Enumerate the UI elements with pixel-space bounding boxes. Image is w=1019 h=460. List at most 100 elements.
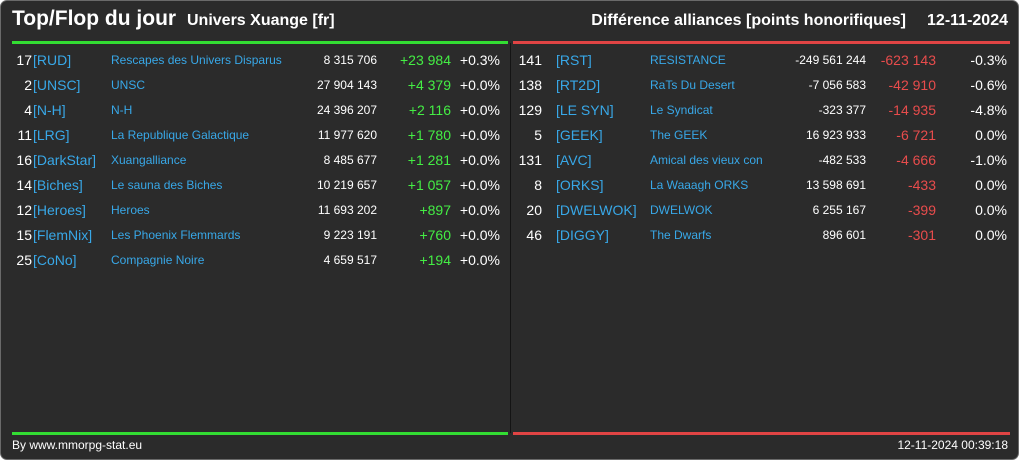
alliance-name[interactable]: Le sauna des Biches	[111, 178, 223, 192]
alliance-percent-change: -1.0%	[970, 152, 1007, 168]
alliance-tag[interactable]: [LRG]	[33, 127, 70, 143]
ranking-subtitle: Différence alliances [points honorifique…	[591, 12, 906, 29]
alliance-point-difference: +194	[419, 252, 451, 268]
alliance-name[interactable]: RESISTANCE	[650, 53, 726, 67]
alliance-tag[interactable]: [LE SYN]	[556, 102, 614, 118]
alliance-point-difference: -14 935	[888, 102, 936, 118]
alliance-point-difference: -433	[907, 177, 936, 193]
alliance-name[interactable]: Le Syndicat	[650, 103, 713, 117]
alliance-name[interactable]: Les Phoenix Flemmards	[111, 228, 241, 242]
alliance-name[interactable]: Amical des vieux con	[650, 153, 763, 167]
top-footer-bar	[12, 432, 508, 435]
alliance-tag[interactable]: [ORKS]	[556, 177, 604, 193]
alliance-points: 13 598 691	[805, 178, 866, 192]
alliance-percent-change: +0.0%	[459, 127, 500, 143]
top-alliance-row: 11 [LRG] La Republique Galactique 11 977 62…	[1, 123, 501, 148]
top-alliance-row: 14 [Biches] Le sauna des Biches 10 219 657 +…	[1, 173, 501, 198]
alliance-name[interactable]: La Waaagh ORKS	[650, 178, 749, 192]
alliance-rank: 8	[534, 177, 542, 193]
alliance-tag[interactable]: [RST]	[556, 52, 592, 68]
alliance-name[interactable]: UNSC	[111, 78, 146, 92]
alliance-tag[interactable]: [DarkStar]	[33, 152, 97, 168]
alliance-tag[interactable]: [Heroes]	[33, 202, 86, 218]
alliance-points: 6 255 167	[812, 203, 866, 217]
alliance-rank: 17	[16, 52, 32, 68]
alliance-point-difference: +2 116	[408, 102, 451, 118]
alliance-name[interactable]: DWELWOK	[650, 203, 713, 217]
top-alliance-row: 17 [RUD] Rescapes des Univers Disparus 8 31…	[1, 48, 501, 73]
alliance-tag[interactable]: [AVC]	[556, 152, 592, 168]
alliance-percent-change: 0.0%	[975, 177, 1007, 193]
top-alliance-row: 16 [DarkStar] Xuangalliance 8 485 677 +1 281…	[1, 148, 501, 173]
alliance-points: 24 396 207	[316, 103, 377, 117]
flop-alliance-row: 46 [DIGGY] The Dwarfs 896 601 -301 0.0%	[510, 223, 1010, 248]
alliance-rank: 5	[534, 127, 542, 143]
alliance-tag[interactable]: [RUD]	[33, 52, 72, 68]
alliance-points: 896 601	[822, 228, 866, 242]
alliance-points: 11 693 202	[317, 203, 377, 217]
alliance-tag[interactable]: [DIGGY]	[556, 227, 609, 243]
alliance-percent-change: +0.3%	[459, 52, 500, 68]
alliance-name[interactable]: Rescapes des Univers Disparus	[111, 53, 282, 67]
alliance-percent-change: +0.0%	[459, 202, 500, 218]
alliance-points: -249 561 244	[795, 53, 866, 67]
source-credit: By www.mmorpg-stat.eu	[12, 438, 143, 452]
alliance-name[interactable]: RaTs Du Desert	[650, 78, 735, 92]
top-separator-bar	[12, 41, 508, 44]
alliance-name[interactable]: Heroes	[111, 203, 150, 217]
top-alliance-row: 25 [CoNo] Compagnie Noire 4 659 517 +194 +0.0…	[1, 248, 501, 273]
alliance-tag[interactable]: [UNSC]	[33, 77, 81, 93]
alliance-point-difference: -399	[907, 202, 936, 218]
alliance-tag[interactable]: [RT2D]	[556, 77, 601, 93]
alliance-points: 4 659 517	[323, 253, 377, 267]
alliance-name[interactable]: Compagnie Noire	[111, 253, 205, 267]
alliance-rank: 4	[24, 102, 32, 118]
alliance-rank: 25	[16, 252, 32, 268]
alliance-point-difference: +1 281	[407, 152, 451, 168]
alliance-percent-change: +0.0%	[459, 252, 500, 268]
alliance-percent-change: +0.0%	[459, 152, 500, 168]
alliance-points: -7 056 583	[808, 78, 866, 92]
flop-alliance-row: 20 [DWELWOK] DWELWOK 6 255 167 -399 0.0%	[510, 198, 1010, 223]
alliance-points: 27 904 143	[316, 78, 377, 92]
alliance-name[interactable]: N-H	[111, 103, 133, 117]
alliance-point-difference: +1 057	[407, 177, 451, 193]
alliance-percent-change: -4.8%	[970, 102, 1007, 118]
alliance-rank: 129	[518, 102, 542, 118]
alliance-tag[interactable]: [CoNo]	[33, 252, 77, 268]
alliance-tag[interactable]: [FlemNix]	[33, 227, 93, 243]
alliance-points: 16 923 933	[805, 128, 866, 142]
flop-alliance-row: 5 [GEEK] The GEEK 16 923 933 -6 721 0.0%	[510, 123, 1010, 148]
alliance-point-difference: -4 666	[896, 152, 936, 168]
alliance-name[interactable]: The Dwarfs	[650, 228, 712, 242]
alliance-percent-change: +0.0%	[459, 77, 500, 93]
alliance-percent-change: +0.0%	[459, 102, 500, 118]
top-alliance-row: 15 [FlemNix] Les Phoenix Flemmards 9 223 19…	[1, 223, 501, 248]
alliance-points: 8 315 706	[323, 53, 377, 67]
alliance-rank: 131	[518, 152, 542, 168]
alliance-points: 9 223 191	[323, 228, 377, 242]
alliance-tag[interactable]: [Biches]	[33, 177, 83, 193]
alliance-tag[interactable]: [N-H]	[33, 102, 66, 118]
generated-timestamp: 12-11-2024 00:39:18	[897, 438, 1008, 452]
alliance-rank: 138	[518, 77, 542, 93]
alliance-points: 10 219 657	[316, 178, 377, 192]
alliance-tag[interactable]: [DWELWOK]	[556, 202, 637, 218]
alliance-point-difference: +760	[419, 227, 451, 243]
alliance-point-difference: -301	[907, 227, 936, 243]
alliance-percent-change: 0.0%	[975, 202, 1007, 218]
alliance-point-difference: -6 721	[896, 127, 936, 143]
universe-label: Univers Xuange [fr]	[187, 12, 335, 29]
alliance-tag[interactable]: [GEEK]	[556, 127, 603, 143]
column-divider	[510, 43, 511, 433]
alliance-name[interactable]: La Republique Galactique	[111, 128, 250, 142]
alliance-point-difference: +897	[419, 202, 451, 218]
alliance-rank: 12	[16, 202, 32, 218]
alliance-rank: 15	[16, 227, 32, 243]
alliance-point-difference: +1 780	[407, 127, 451, 143]
top-alliance-row: 2 [UNSC] UNSC 27 904 143 +4 379 +0.0%	[1, 73, 501, 98]
flop-alliance-row: 138 [RT2D] RaTs Du Desert -7 056 583 -42 910…	[510, 73, 1010, 98]
alliance-name[interactable]: Xuangalliance	[111, 153, 187, 167]
alliance-point-difference: +23 984	[400, 52, 451, 68]
alliance-name[interactable]: The GEEK	[650, 128, 708, 142]
